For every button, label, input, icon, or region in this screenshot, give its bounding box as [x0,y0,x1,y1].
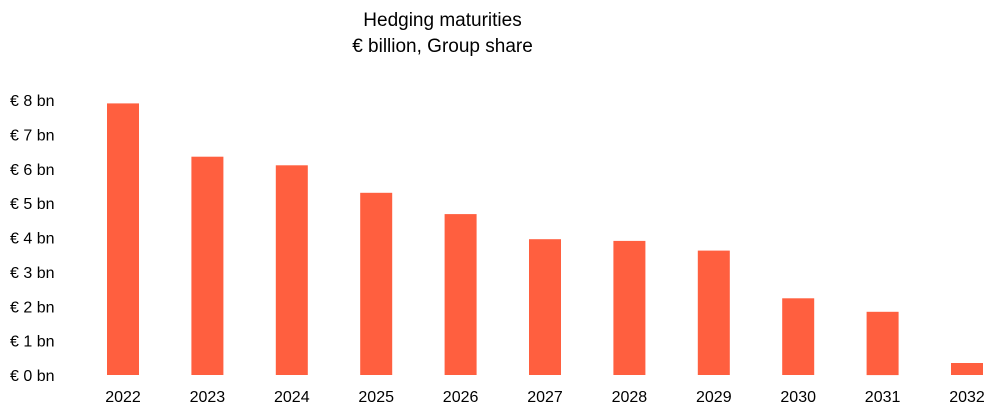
y-tick-label: € 1 bn [10,334,54,351]
x-tick-label: 2025 [358,389,394,405]
y-tick-label: € 2 bn [10,299,54,316]
x-tick-label: 2029 [696,389,732,405]
x-tick-label: 2027 [527,389,563,405]
bar-2026 [444,214,477,375]
x-tick-label: 2030 [780,389,816,405]
y-tick-label: € 0 bn [10,368,54,385]
x-tick-label: 2023 [190,389,226,405]
bar-2031 [866,311,899,376]
chart-title: Hedging maturities [363,10,522,31]
x-axis-tick-labels: 2022 2023 2024 2025 2026 2027 2028 2029 2030 2031… [105,389,985,405]
x-tick-label: 2028 [612,389,648,405]
bar-2030 [782,298,815,375]
bar-2029 [697,250,730,375]
y-tick-label: € 4 bn [10,231,54,248]
bar-2023 [191,156,224,375]
x-tick-label: 2024 [274,389,310,405]
y-tick-label: € 5 bn [10,196,54,213]
x-tick-label: 2026 [443,389,479,405]
bar-2024 [275,165,308,375]
bar-2022 [107,103,139,376]
y-axis-tick-labels: € 0 bn € 1 bn € 2 bn € 3 bn € 4 bn € 5 bn € 6 … [10,93,54,385]
x-tick-label: 2032 [949,389,985,405]
y-tick-label: € 8 bn [10,93,54,110]
y-tick-label: € 3 bn [10,265,54,282]
bar-2025 [360,192,393,375]
y-tick-label: € 7 bn [10,127,54,144]
bar-2032 [951,363,983,375]
bar-2027 [529,239,561,375]
chart-subtitle: € billion, Group share [352,36,533,57]
bars-group [107,103,983,376]
x-tick-label: 2031 [865,389,901,405]
y-tick-label: € 6 bn [10,162,54,179]
bar-2028 [613,240,646,375]
x-tick-label: 2022 [105,389,141,405]
